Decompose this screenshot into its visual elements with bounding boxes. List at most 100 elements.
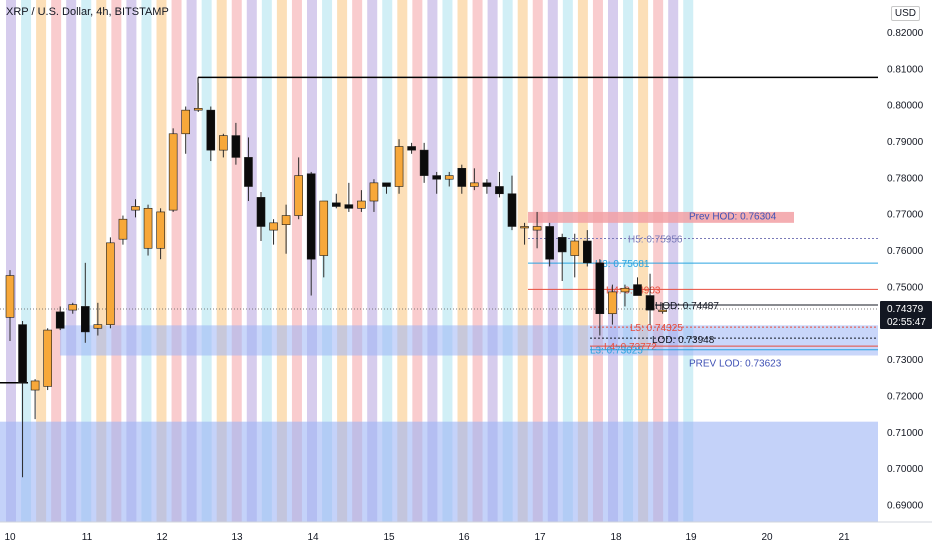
candle-body[interactable] — [131, 206, 140, 211]
candle-body[interactable] — [595, 262, 605, 315]
y-tick-label: 0.78000 — [887, 173, 924, 184]
candle-body[interactable] — [294, 175, 303, 216]
level-label: LOD: 0.73948 — [652, 335, 715, 346]
candle-body[interactable] — [193, 108, 203, 111]
candle-body[interactable] — [231, 135, 241, 158]
candle-body[interactable] — [30, 380, 40, 391]
candle-body[interactable] — [620, 287, 630, 293]
candle-body[interactable] — [507, 193, 517, 227]
demand-zone — [0, 421, 878, 522]
level-label: HOD: 0.74487 — [655, 301, 719, 312]
y-tick-label: 0.73000 — [887, 355, 924, 366]
session-stripe — [487, 0, 498, 522]
candle-body[interactable] — [382, 182, 391, 187]
candle-body[interactable] — [407, 146, 416, 151]
y-tick-label: 0.71000 — [887, 428, 924, 439]
candle-body[interactable] — [457, 168, 467, 187]
level-label: L3: 0.73625 — [590, 346, 643, 357]
candle-body[interactable] — [482, 182, 492, 187]
level-label: L5: 0.74325 — [630, 323, 683, 334]
session-stripe — [171, 0, 182, 522]
candle-body[interactable] — [495, 186, 504, 195]
candle-body[interactable] — [532, 226, 542, 231]
candle-body[interactable] — [545, 226, 554, 260]
candle-body[interactable] — [658, 309, 667, 312]
candle-body[interactable] — [93, 324, 103, 329]
candle-body[interactable] — [156, 211, 165, 249]
price-axis[interactable] — [878, 0, 932, 550]
candle-body[interactable] — [81, 306, 90, 333]
candle-body[interactable] — [256, 197, 266, 227]
session-stripe — [472, 0, 483, 522]
candle-body[interactable] — [143, 207, 153, 249]
y-tick-label: 0.72000 — [887, 392, 924, 403]
x-tick-label: 10 — [4, 532, 16, 543]
session-stripe — [201, 0, 212, 522]
candle-body[interactable] — [394, 146, 404, 187]
session-stripe — [457, 0, 468, 522]
candle-body[interactable] — [344, 204, 354, 209]
candle-body[interactable] — [106, 242, 115, 325]
candle-body[interactable] — [18, 324, 27, 384]
session-stripe — [51, 0, 62, 522]
candle-body[interactable] — [244, 157, 253, 187]
current-price-value: 0.74379 — [887, 304, 924, 315]
y-tick-label: 0.77000 — [887, 210, 924, 221]
session-stripe — [141, 0, 152, 522]
session-stripe — [186, 0, 197, 522]
candle-body[interactable] — [43, 329, 52, 387]
session-stripe — [276, 0, 287, 522]
candle-body[interactable] — [645, 295, 655, 311]
session-stripe — [608, 0, 618, 522]
x-tick-label: 20 — [761, 532, 773, 543]
session-stripe — [668, 0, 679, 522]
candle-body[interactable] — [281, 215, 291, 225]
candle-body[interactable] — [570, 240, 580, 256]
session-stripe — [231, 0, 242, 522]
x-tick-label: 21 — [838, 532, 850, 543]
candle-body[interactable] — [219, 135, 228, 151]
y-tick-label: 0.70000 — [887, 464, 924, 475]
candle-body[interactable] — [168, 133, 178, 211]
session-stripe — [36, 0, 47, 522]
candle-body[interactable] — [608, 291, 617, 315]
x-tick-label: 12 — [156, 532, 168, 543]
session-stripe — [683, 0, 694, 522]
candle-body[interactable] — [582, 240, 592, 264]
candle-body[interactable] — [369, 182, 379, 202]
session-stripe — [427, 0, 438, 522]
candle-body[interactable] — [357, 200, 366, 209]
candle-body[interactable] — [419, 149, 429, 176]
symbol-title: XRP / U.S. Dollar, 4h, BITSTAMP — [6, 6, 169, 18]
candle-body[interactable] — [557, 237, 567, 253]
candle-body[interactable] — [633, 284, 642, 296]
candle-body[interactable] — [432, 175, 442, 180]
y-tick-label: 0.79000 — [887, 137, 924, 148]
candle-body[interactable] — [331, 202, 341, 207]
candle-body[interactable] — [206, 109, 216, 151]
candle-body[interactable] — [319, 200, 329, 256]
y-tick-label: 0.76000 — [887, 246, 924, 257]
countdown-timer: 02:55:47 — [887, 317, 926, 328]
session-stripe — [156, 0, 167, 522]
session-stripe — [111, 0, 122, 522]
candle-body[interactable] — [444, 175, 454, 180]
session-stripe — [291, 0, 302, 522]
candle-body[interactable] — [520, 226, 529, 229]
candle-body[interactable] — [5, 275, 15, 318]
candle-body[interactable] — [470, 182, 479, 187]
session-stripe — [126, 0, 137, 522]
candle-body[interactable] — [306, 173, 316, 260]
session-stripe — [638, 0, 649, 522]
currency-badge[interactable]: USD — [890, 6, 920, 21]
candle-body[interactable] — [269, 222, 278, 231]
session-stripe — [246, 0, 257, 522]
candle-body[interactable] — [55, 311, 65, 329]
session-stripe — [442, 0, 453, 522]
candle-body[interactable] — [118, 218, 128, 240]
candle-body[interactable] — [181, 109, 190, 135]
candle-body[interactable] — [68, 304, 78, 311]
session-stripe — [21, 0, 32, 522]
